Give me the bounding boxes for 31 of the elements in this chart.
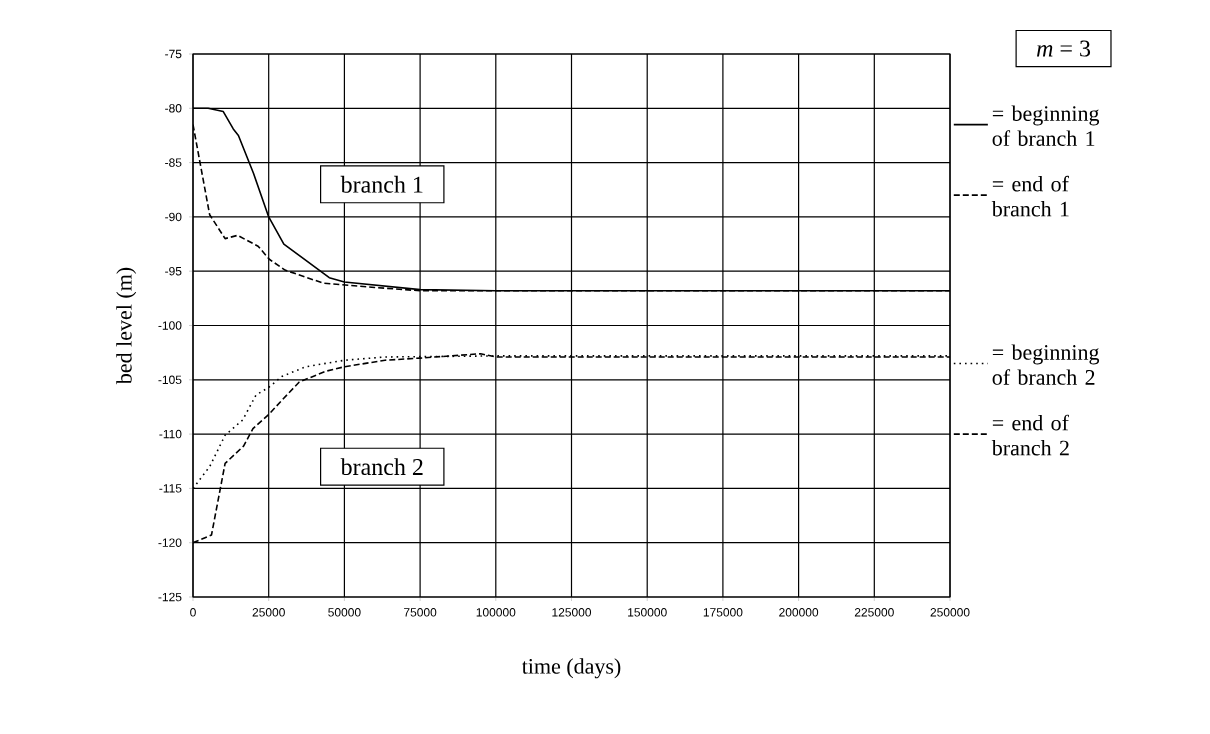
- y-tick-label: -75: [165, 49, 182, 59]
- x-tick-label: 175000: [703, 608, 743, 617]
- x-tick-label: 0: [190, 608, 196, 617]
- x-tick-label: 125000: [552, 608, 592, 617]
- y-tick-label: -85: [165, 158, 182, 167]
- x-tick-label: 100000: [476, 608, 516, 617]
- y-tick-label: -105: [158, 375, 182, 385]
- y-tick-label: -100: [158, 321, 182, 330]
- x-axis-title: time (days): [521, 658, 621, 679]
- annotation: branch 2: [340, 458, 423, 476]
- x-tick-label: 150000: [628, 608, 667, 617]
- y-tick-label: -95: [165, 266, 182, 276]
- legend-label: = beginning of branch 2: [992, 344, 1100, 385]
- y-tick-label: -110: [159, 429, 182, 439]
- legend-label: = beginning of branch 1: [992, 105, 1100, 146]
- x-tick-label: 200000: [779, 608, 819, 617]
- annotation: branch 1: [340, 175, 423, 193]
- x-tick-label: 225000: [854, 608, 894, 617]
- y-tick-label: -80: [165, 104, 182, 113]
- legend-label: = end of branch 2: [991, 414, 1069, 456]
- y-axis-title: bed level (m): [116, 267, 137, 385]
- y-tick-label: -90: [165, 212, 182, 222]
- x-tick-label: 75000: [404, 608, 437, 617]
- x-tick-label: 50000: [328, 608, 361, 617]
- text: m = 3: [1037, 40, 1091, 57]
- y-tick-label: -115: [159, 484, 182, 493]
- x-tick-label: 25000: [252, 608, 285, 617]
- y-tick-label: -120: [158, 538, 182, 547]
- legend-label: = end of branch 1: [991, 175, 1069, 217]
- x-tick-label: 250000: [930, 608, 970, 617]
- y-tick-label: -125: [158, 592, 182, 602]
